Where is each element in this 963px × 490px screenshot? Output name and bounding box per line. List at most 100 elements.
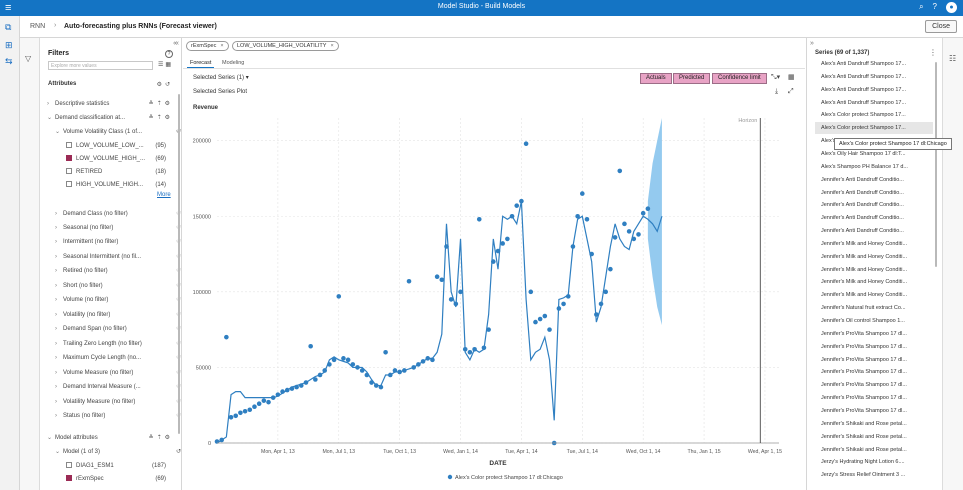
- checkbox[interactable]: [66, 142, 72, 149]
- series-list-item[interactable]: Jennifer's Milk and Honey Conditi...: [821, 240, 908, 247]
- filter-search-input[interactable]: Explore more values: [48, 61, 153, 70]
- filter-option[interactable]: RETIRED (18): [66, 168, 180, 177]
- user-avatar[interactable]: ●: [946, 2, 957, 13]
- help-icon[interactable]: ?: [165, 50, 173, 58]
- filter-option[interactable]: HIGH_VOLUME_HIGH... (14): [66, 181, 180, 190]
- download-icon[interactable]: ⤓: [775, 88, 779, 95]
- series-list-item[interactable]: Jennifer's ProVita Shampoo 17 dl...: [821, 369, 907, 376]
- filter-option[interactable]: rExmSpec (69): [66, 475, 180, 484]
- filter-row[interactable]: ›Short (no filter)↺: [55, 282, 195, 291]
- checkbox[interactable]: [66, 181, 72, 188]
- list-icon[interactable]: ☰: [158, 62, 166, 68]
- series-list-item[interactable]: Alex's Shampoo PH Balance 17 d...: [821, 163, 908, 170]
- series-list-item[interactable]: Jennifer's ProVita Shampoo 17 dl...: [821, 395, 907, 402]
- filter-group-descriptive[interactable]: › Descriptive statistics ≚⇡⚙: [47, 101, 173, 107]
- series-list-item[interactable]: Jennifer's Anti Dandruff Conditio...: [821, 228, 904, 235]
- help-icon[interactable]: ?: [932, 2, 937, 11]
- filter-option[interactable]: LOW_VOLUME_HIGH_... (69): [66, 155, 180, 164]
- filter-row[interactable]: ›Seasonal Intermittent (no fil...↺: [55, 253, 195, 262]
- series-list-item[interactable]: Jennifer's ProVita Shampoo 17 dl...: [821, 343, 907, 350]
- series-list-item[interactable]: Jennifer's Milk and Honey Conditi...: [821, 266, 908, 273]
- search-icon[interactable]: ⌕: [919, 2, 924, 11]
- tab-forecast[interactable]: Forecast: [187, 58, 215, 68]
- checkbox-checked[interactable]: [66, 475, 72, 482]
- more-link[interactable]: More: [157, 192, 171, 198]
- filter-row[interactable]: ›Demand Class (no filter)↺: [55, 210, 195, 219]
- filter-row[interactable]: ›Demand Interval Measure (...↺: [55, 383, 195, 392]
- close-icon[interactable]: ×: [220, 43, 224, 49]
- series-list-item[interactable]: Alex's Color protect Shampoo 17...: [815, 122, 933, 135]
- settings-icon[interactable]: ⚙: [156, 82, 165, 88]
- checkbox-checked[interactable]: [66, 155, 72, 162]
- up-icon[interactable]: ⇡: [156, 101, 165, 107]
- filter-row[interactable]: ›Intermittent (no filter)↺: [55, 238, 195, 247]
- filter-row[interactable]: ›Retired (no filter)↺: [55, 267, 195, 276]
- filter-row[interactable]: ›Volume Measure (no filter)↺: [55, 369, 195, 378]
- filter-option[interactable]: LOW_VOLUME_LOW_... (95): [66, 142, 180, 151]
- settings-icon[interactable]: ⚙: [164, 115, 173, 121]
- series-list-item[interactable]: Jennifer's Shikaki and Rose petal...: [821, 446, 907, 453]
- sort-icon[interactable]: ≚: [148, 435, 157, 441]
- series-list-item[interactable]: Alex's Anti Dandruff Shampoo 17...: [821, 61, 907, 67]
- series-list-item[interactable]: Jennifer's ProVita Shampoo 17 dl...: [821, 407, 907, 414]
- selected-series-dropdown[interactable]: Selected Series (1) ▾: [193, 75, 249, 81]
- filter-chip[interactable]: rExmSpec ×: [186, 41, 229, 51]
- series-list-item[interactable]: Jennifer's Anti Dandruff Conditio...: [821, 202, 904, 209]
- series-list-item[interactable]: Alex's Anti Dandruff Shampoo 17...: [821, 86, 907, 93]
- filter-row[interactable]: ›Seasonal (no filter)↺: [55, 224, 195, 233]
- series-list-item[interactable]: Jennifer's Anti Dandruff Conditio...: [821, 176, 904, 183]
- hamburger-icon[interactable]: ≡: [5, 2, 12, 14]
- maximize-icon[interactable]: ⤢: [788, 88, 794, 95]
- close-icon[interactable]: ×: [330, 43, 334, 49]
- series-list-item[interactable]: Jennifer's Shikaki and Rose petal...: [821, 433, 907, 440]
- confidence-limit-toggle[interactable]: Confidence limit: [712, 73, 767, 84]
- series-list-item[interactable]: Jennifer's Shikaki and Rose petal...: [821, 420, 907, 427]
- series-list-item[interactable]: Alex's Oily Hair Shampoo 17 dl:T...: [821, 150, 906, 157]
- series-list-item[interactable]: Jerzy's Hydrating Night Lotion 6....: [821, 459, 905, 466]
- series-list-item[interactable]: Jennifer's ProVita Shampoo 17 dl...: [821, 382, 907, 389]
- more-options-icon[interactable]: ⋮: [929, 48, 937, 57]
- sort-icon[interactable]: ≚: [148, 115, 157, 121]
- table-icon[interactable]: ▦: [165, 62, 174, 68]
- series-list-item[interactable]: Jennifer's Natural fruit extract Co...: [821, 305, 906, 312]
- actuals-toggle[interactable]: Actuals: [640, 73, 672, 84]
- filter-row[interactable]: ›Demand Span (no filter)↺: [55, 325, 195, 334]
- series-list-item[interactable]: Jennifer's Milk and Honey Conditi...: [821, 253, 908, 260]
- series-list-item[interactable]: Jennifer's Milk and Honey Conditi...: [821, 279, 908, 286]
- up-icon[interactable]: ⇡: [156, 435, 165, 441]
- filter-group-demand[interactable]: ⌄ Demand classification at... ≚⇡⚙: [47, 115, 173, 121]
- series-list-item[interactable]: Jennifer's ProVita Shampoo 17 dl...: [821, 356, 907, 363]
- forecast-chart[interactable]: 0 50000 100000 150000 200000 Mon, Apr 1, 13 Mo…: [183, 38, 805, 490]
- series-list-item[interactable]: Jennifer's Oil control Shampoo 1...: [821, 318, 905, 324]
- checkbox[interactable]: [66, 462, 72, 469]
- filter-volume-volatility[interactable]: ⌄Volume Volatility Class (1 of...↺: [55, 128, 195, 137]
- filter-row[interactable]: ›Trailing Zero Length (no filter)↺: [55, 340, 195, 349]
- filter-row[interactable]: ›Volume (no filter)↺: [55, 296, 195, 305]
- reset-icon[interactable]: ↺: [175, 449, 181, 455]
- data-icon[interactable]: ⊞: [5, 40, 13, 50]
- collapse-left-icon[interactable]: «: [175, 40, 179, 47]
- series-list-item[interactable]: Jennifer's Anti Dandruff Conditio...: [821, 215, 904, 222]
- predicted-toggle[interactable]: Predicted: [673, 73, 711, 84]
- collapse-left-icon[interactable]: «: [173, 40, 177, 47]
- series-list-item[interactable]: Jennifer's Anti Dandruff Conditio...: [821, 189, 904, 196]
- pipelines-icon[interactable]: ⧉: [5, 22, 12, 32]
- series-list-item[interactable]: Jennifer's Milk and Honey Conditi...: [821, 292, 908, 299]
- series-list-item[interactable]: Jerzy's Stress Relief Ointment 3 ...: [821, 472, 906, 479]
- filter-model[interactable]: ⌄ Model (1 of 3) ↺: [55, 449, 181, 455]
- filter-option[interactable]: DIAG1_ESM1 (187): [66, 462, 180, 471]
- up-icon[interactable]: ⇡: [156, 115, 165, 121]
- series-list-item[interactable]: Alex's Anti Dandruff Shampoo 17...: [821, 73, 907, 80]
- compare-icon[interactable]: ⇆: [5, 56, 13, 66]
- series-list-item[interactable]: Alex's Anti Dandruff Shampoo 17...: [821, 99, 907, 106]
- sort-icon[interactable]: ≚: [148, 101, 157, 107]
- funnel-icon[interactable]: ▽: [25, 54, 32, 63]
- series-scrollbar[interactable]: [935, 62, 937, 267]
- filters-scrollbar[interactable]: [178, 94, 180, 434]
- grid-icon[interactable]: ▦: [788, 74, 795, 81]
- collapse-right-icon[interactable]: »: [810, 40, 814, 47]
- series-list-item[interactable]: Jennifer's ProVita Shampoo 17 dl...: [821, 330, 907, 337]
- filter-chip[interactable]: LOW_VOLUME_HIGH_VOLATILITY ×: [232, 41, 339, 51]
- breadcrumb-parent[interactable]: RNN: [30, 23, 46, 30]
- filter-row[interactable]: ›Volatility (no filter)↺: [55, 311, 195, 320]
